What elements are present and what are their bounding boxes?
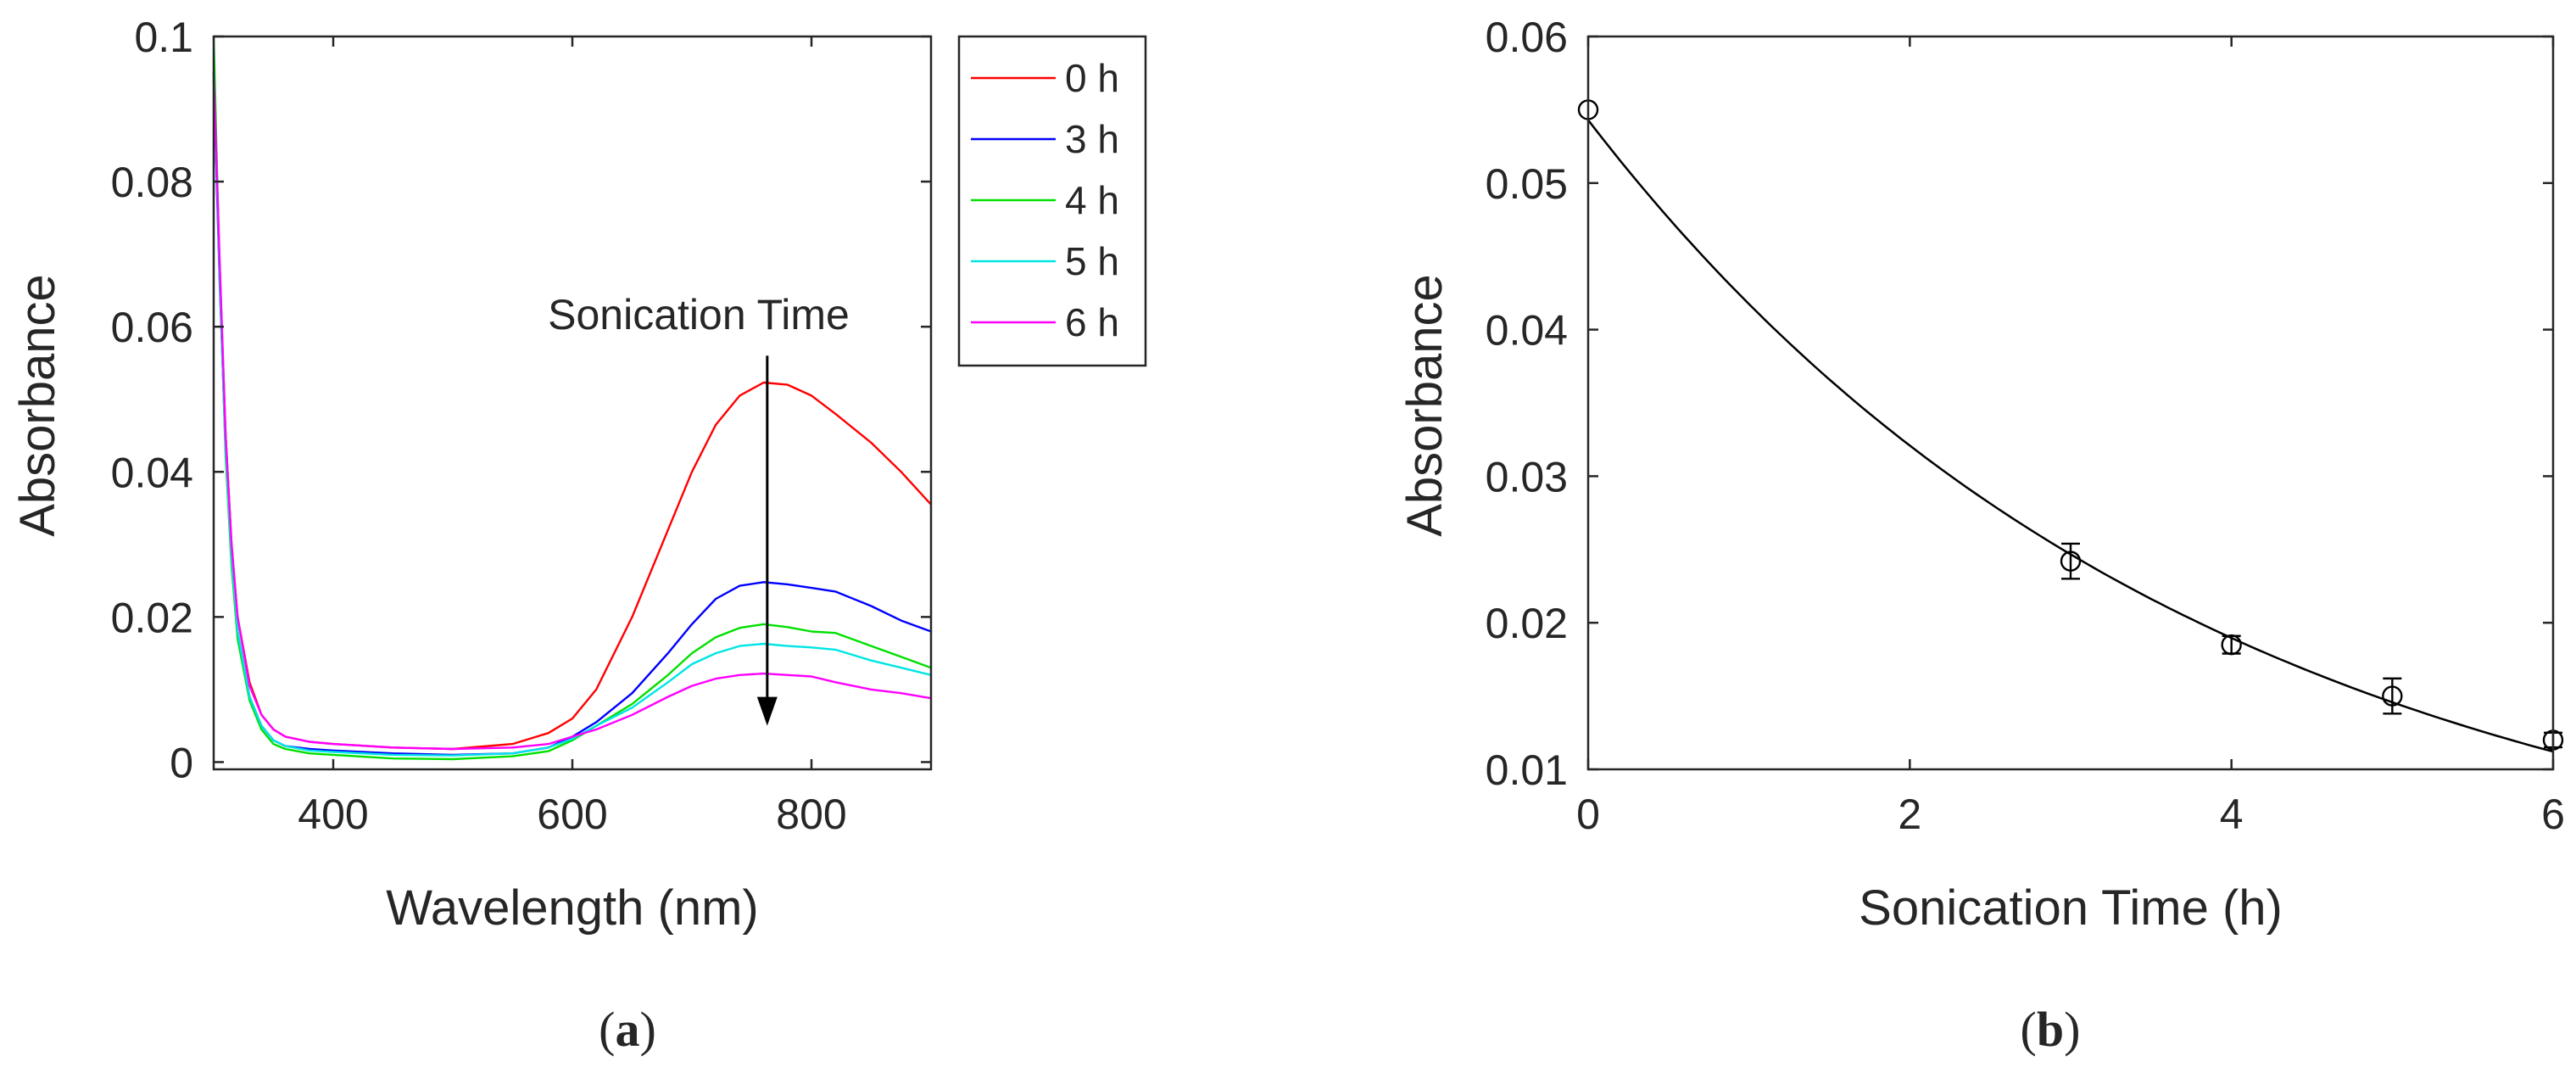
legend-label: 3 h	[1065, 117, 1119, 161]
sonication-arrow-head	[756, 696, 778, 726]
exponential-fit-curve	[1587, 119, 2554, 753]
panel-b-y-ticks: 0.01 0.02 0.03 0.04 0.05 0.06	[1486, 14, 2553, 794]
panel-a-y-axis-label: Absorbance	[10, 274, 65, 537]
legend-label: 5 h	[1065, 239, 1119, 283]
data-point-marker	[2060, 550, 2082, 572]
panel-b-y-axis-label: Absorbance	[1397, 274, 1452, 537]
y-tick-label: 0.02	[1486, 600, 1568, 647]
series-line-5h	[212, 72, 932, 757]
panel-b-x-ticks: 0 2 4 6	[1576, 36, 2565, 838]
y-tick-label: 0.06	[1486, 14, 1568, 61]
panel-a-x-axis-label: Wavelength (nm)	[386, 880, 758, 936]
panel-a-x-ticks: 400 600 800	[298, 36, 847, 838]
y-tick-label: 0.01	[1486, 746, 1568, 794]
x-tick-label: 400	[298, 791, 368, 838]
x-tick-label: 600	[537, 791, 607, 838]
y-tick-label: 0	[170, 739, 193, 786]
y-tick-label: 0.04	[1486, 307, 1568, 355]
y-tick-label: 0.06	[111, 304, 193, 351]
caption-a-close: )	[640, 1002, 656, 1057]
panel-a-absorbance-spectra: Sonication Time 400 600 800 00.020.040.060…	[10, 14, 1147, 1057]
panel-b-data-points	[1577, 99, 2564, 751]
panel-b-absorbance-vs-time: 0 2 4 6 0.01 0.02 0.03 0.04 0.05 0.06 Sonication…	[1397, 14, 2565, 1057]
caption-a-open: (	[599, 1002, 615, 1057]
legend-label: 0 h	[1065, 56, 1119, 100]
x-tick-label: 6	[2541, 791, 2565, 838]
legend-label: 6 h	[1065, 300, 1119, 344]
data-point-marker	[2382, 685, 2403, 707]
x-tick-label: 800	[776, 791, 846, 838]
panel-a-caption: (a)	[599, 1002, 656, 1057]
x-tick-label: 0	[1576, 791, 1600, 838]
x-tick-label: 2	[1898, 791, 1921, 838]
y-tick-label: 0.1	[134, 14, 193, 61]
caption-a-letter: a	[616, 1002, 640, 1057]
y-tick-label: 0.03	[1486, 453, 1568, 500]
y-tick-label: 0.04	[111, 449, 193, 496]
legend-label: 4 h	[1065, 178, 1119, 222]
series-line-6h	[212, 72, 932, 751]
y-tick-label: 0.05	[1486, 160, 1568, 208]
panel-b-axes-frame	[1586, 35, 2555, 771]
panel-a-legend: 0 h 3 h 4 h 5 h 6 h	[957, 35, 1147, 367]
series-line-4h	[212, 36, 932, 761]
panel-a-series	[212, 36, 932, 761]
x-tick-label: 4	[2220, 791, 2244, 838]
caption-b-close: )	[2064, 1002, 2080, 1057]
sonication-time-label: Sonication Time	[548, 291, 850, 338]
panel-a-y-ticks: 0 0.02 0.04 0.06 0.08 0.1	[111, 14, 931, 786]
panel-b-caption: (b)	[2021, 1002, 2081, 1057]
panel-b-x-axis-label: Sonication Time (h)	[1859, 880, 2283, 936]
caption-b-open: (	[2021, 1002, 2037, 1057]
y-tick-label: 0.08	[111, 159, 193, 206]
caption-b-letter: b	[2037, 1002, 2064, 1057]
y-tick-label: 0.02	[111, 594, 193, 641]
data-point-marker	[2221, 634, 2242, 656]
series-line-3h	[212, 80, 932, 757]
sonication-time-annotation: Sonication Time	[548, 291, 850, 726]
panel-a-axes-frame	[212, 35, 933, 771]
